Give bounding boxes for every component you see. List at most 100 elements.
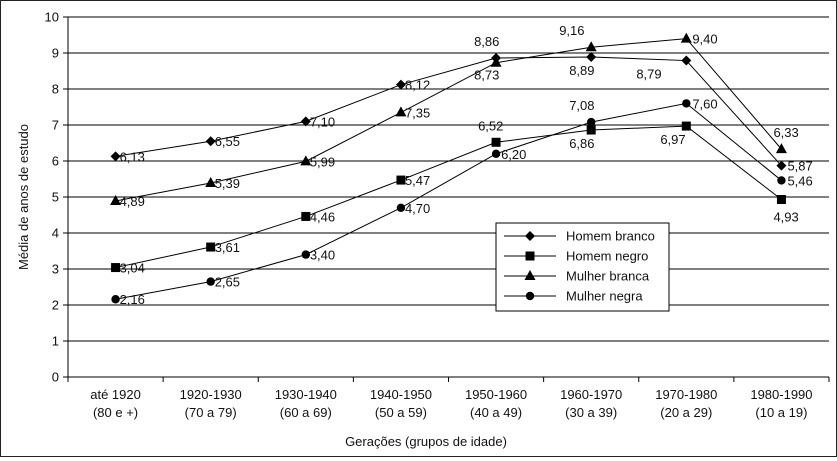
data-label: 6,13: [120, 149, 145, 164]
data-label: 6,52: [478, 118, 503, 133]
data-label: 6,33: [773, 125, 798, 140]
x-tick-label: (60 a 69): [280, 405, 332, 420]
x-tick-label: (70 a 79): [185, 405, 237, 420]
data-point: [491, 149, 501, 158]
series-mulher-branca: [110, 32, 787, 205]
data-point: [586, 125, 596, 135]
data-point: [681, 55, 692, 66]
y-tick-label: 8: [52, 82, 59, 97]
data-label: 5,39: [215, 176, 240, 191]
data-label: 3,40: [310, 248, 335, 263]
y-tick-label: 9: [52, 46, 59, 61]
x-tick-label: 1970-1980: [655, 387, 717, 402]
data-label: 8,73: [474, 68, 499, 83]
data-label: 4,70: [405, 201, 430, 216]
data-point: [111, 295, 120, 304]
data-label: 6,55: [215, 134, 240, 149]
data-labels: 6,13 6,55 7,10 8,12 8,86 8,89 8,79 5,87 3,04 3,61…: [120, 23, 813, 307]
data-label: 8,79: [636, 67, 661, 82]
x-axis-title: Gerações (grupos de idade): [345, 434, 507, 449]
data-label: 5,99: [310, 154, 335, 169]
data-point: [110, 194, 122, 205]
x-tick-label: até 1920: [90, 387, 141, 402]
data-label: 9,40: [692, 32, 717, 47]
series-group: [110, 32, 787, 304]
x-tick-label: 1960-1970: [560, 387, 622, 402]
series-line-homem-branco: [115, 56, 782, 167]
x-tick-label: (50 a 59): [375, 405, 427, 420]
data-point: [110, 151, 121, 162]
data-label: 8,12: [405, 78, 430, 93]
data-point: [776, 195, 786, 205]
series-homem-negro: [111, 121, 786, 273]
x-tick-label: 1980-1990: [750, 387, 812, 402]
data-point: [300, 116, 311, 127]
data-point: [491, 137, 501, 147]
grid: [68, 16, 829, 342]
data-label: 6,86: [569, 136, 594, 151]
data-label: 7,08: [569, 98, 594, 113]
legend-marker: [525, 251, 535, 261]
legend-entry-mulher-negra: Mulher negra: [566, 289, 643, 304]
series-line-mulher-branca: [115, 38, 782, 202]
legend-entry-homem-negro: Homem negro: [566, 249, 648, 264]
data-label: 6,20: [501, 147, 526, 162]
x-tick-label: (40 a 49): [470, 405, 522, 420]
x-tick-label: 1920-1930: [180, 387, 242, 402]
y-tick-label: 0: [52, 370, 59, 385]
x-axis-ticks: até 1920 (80 e +) 1920-1930 (70 a 79) 1930-1…: [67, 377, 830, 420]
x-tick-label: (10 a 19): [755, 405, 807, 420]
y-axis-title: Média de anos de estudo: [16, 124, 31, 270]
legend-marker: [525, 291, 535, 301]
x-tick-label: 1930-1940: [275, 387, 337, 402]
series-homem-branco: [110, 51, 787, 171]
y-tick-label: 3: [52, 262, 59, 277]
data-point: [206, 242, 216, 252]
data-label: 8,89: [569, 63, 594, 78]
data-label: 3,61: [215, 240, 240, 255]
data-label: 9,16: [559, 23, 584, 38]
data-point: [205, 176, 217, 187]
data-label: 5,87: [787, 159, 812, 174]
data-point: [681, 121, 691, 131]
legend-entry-mulher-branca: Mulher branca: [566, 269, 650, 284]
data-point: [585, 41, 597, 52]
data-label: 7,35: [405, 105, 430, 120]
y-tick-label: 2: [52, 298, 59, 313]
data-label: 3,04: [120, 261, 145, 276]
data-point: [395, 106, 407, 117]
data-point: [775, 143, 787, 154]
data-point: [777, 176, 786, 185]
x-tick-label: (30 a 39): [565, 405, 617, 420]
data-label: 7,10: [310, 114, 335, 129]
y-tick-label: 5: [52, 190, 59, 205]
data-point: [586, 117, 596, 127]
series-mulher-negra: [111, 99, 786, 304]
data-label: 4,46: [310, 209, 335, 224]
y-tick-label: 6: [52, 154, 59, 169]
data-point: [111, 263, 121, 273]
data-label: 4,89: [120, 194, 145, 209]
data-point: [395, 79, 406, 90]
data-label: 6,97: [660, 132, 685, 147]
data-label: 7,60: [692, 96, 717, 111]
data-label: 2,65: [215, 275, 240, 290]
x-tick-label: (80 e +): [93, 405, 138, 420]
data-label: 5,46: [787, 173, 812, 188]
data-label: 4,93: [773, 210, 798, 225]
x-tick-label: (20 a 29): [660, 405, 712, 420]
data-point: [490, 56, 502, 67]
data-point: [301, 250, 311, 259]
data-point: [396, 175, 406, 185]
data-label: 2,16: [120, 292, 145, 307]
legend: Homem branco Homem negro Mulher branca Mulh…: [495, 222, 670, 312]
legend-marker: [524, 270, 536, 280]
data-point: [206, 277, 215, 286]
y-tick-label: 1: [52, 334, 59, 349]
data-point: [586, 51, 597, 62]
data-point: [205, 136, 216, 147]
x-tick-label: 1950-1960: [465, 387, 527, 402]
series-line-mulher-negra: [115, 102, 782, 300]
